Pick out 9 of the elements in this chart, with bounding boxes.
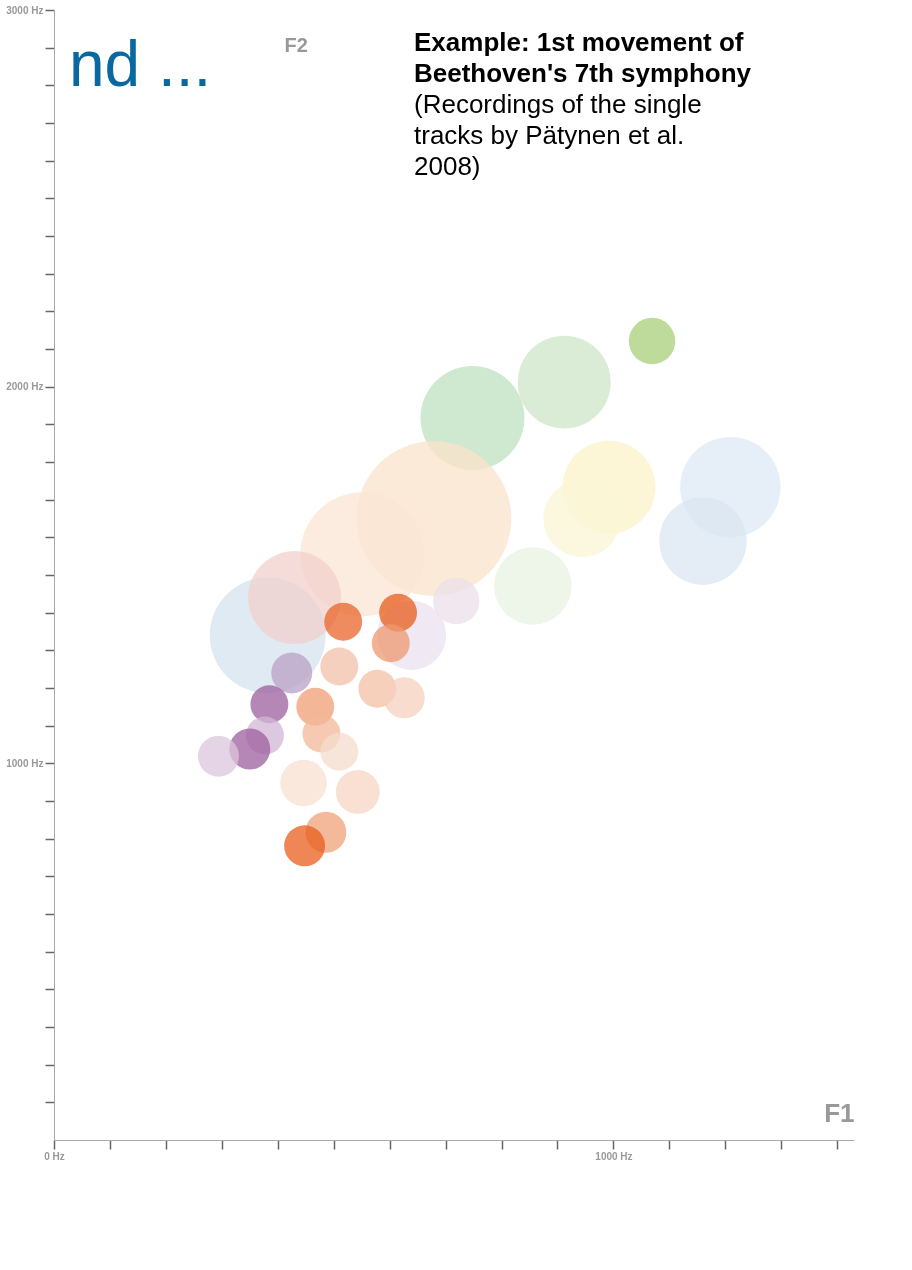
y-tick-label: 3000 Hz (6, 4, 44, 16)
y-axis-title: F2 (284, 33, 308, 56)
y-tick-label: 2000 Hz (6, 381, 44, 393)
annotation: (Recordings of the single tracks by Pätynen et al. 2008) (414, 89, 702, 181)
y-tick-label: 1000 Hz (6, 757, 44, 769)
x-tick-label: 0 Hz (44, 1150, 65, 1162)
x-axis-title: F1 (824, 1097, 855, 1128)
chart-title: nd ... (69, 28, 212, 100)
annotation: Example: 1st movement of Beethoven's 7th symphony (414, 27, 752, 88)
